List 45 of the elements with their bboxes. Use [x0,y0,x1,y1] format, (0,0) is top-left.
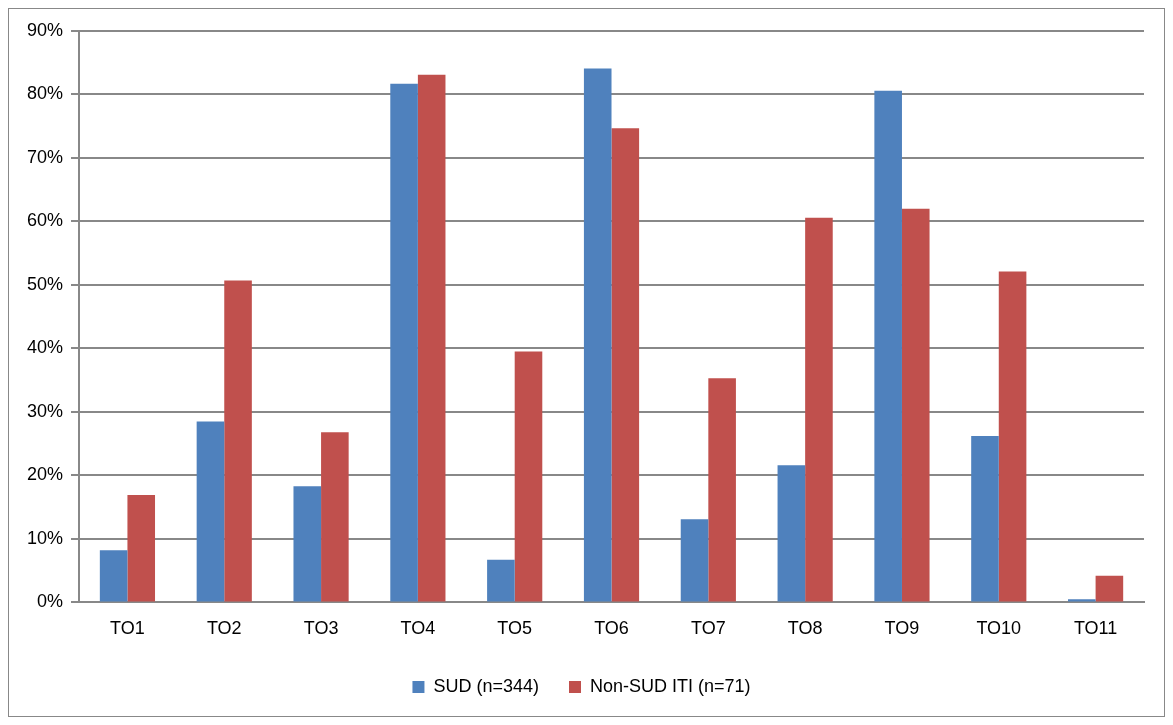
bar [196,421,225,602]
y-tick-label: 70% [27,146,64,167]
y-tick-label: 90% [27,19,64,40]
x-tick-label: TO3 [303,618,339,639]
bar [998,271,1027,602]
bar [224,280,252,602]
bar [417,74,446,602]
bar [321,432,349,602]
x-tick-label: TO6 [594,618,629,639]
bar [127,495,156,602]
y-tick-label: 60% [27,210,64,231]
bar [1068,599,1096,602]
x-tick-label: TO8 [787,618,823,639]
x-tick-label: TO10 [976,618,1022,639]
legend-label: SUD (n=344) [433,675,540,696]
bar [487,559,515,602]
bar [680,519,709,602]
x-tick-label: TO4 [400,618,436,639]
bar [99,550,128,602]
x-tick-label: TO5 [497,618,533,639]
bar [971,436,999,602]
bar [583,68,612,602]
y-tick-label: 40% [27,337,64,358]
bar [708,378,736,602]
bar [874,90,902,602]
x-tick-label: TO7 [690,618,726,639]
x-tick-label: TO2 [206,618,242,639]
bar [390,83,418,602]
bar [514,351,543,602]
legend-label: Non-SUD ITI (n=71) [590,675,751,696]
bar [1095,575,1124,602]
bar [611,128,640,602]
y-tick-label: 20% [27,464,64,485]
y-tick-label: 80% [27,83,64,104]
bar [293,486,322,602]
x-tick-label: TO11 [1073,618,1118,639]
bar [901,208,930,602]
y-tick-label: 0% [37,591,64,612]
x-tick-label: TO1 [110,618,145,639]
y-tick-label: 10% [27,527,64,548]
bar [805,217,833,602]
y-tick-label: 30% [27,400,64,421]
x-tick-label: TO9 [884,618,920,639]
y-tick-label: 50% [27,273,64,294]
bar [777,465,806,602]
